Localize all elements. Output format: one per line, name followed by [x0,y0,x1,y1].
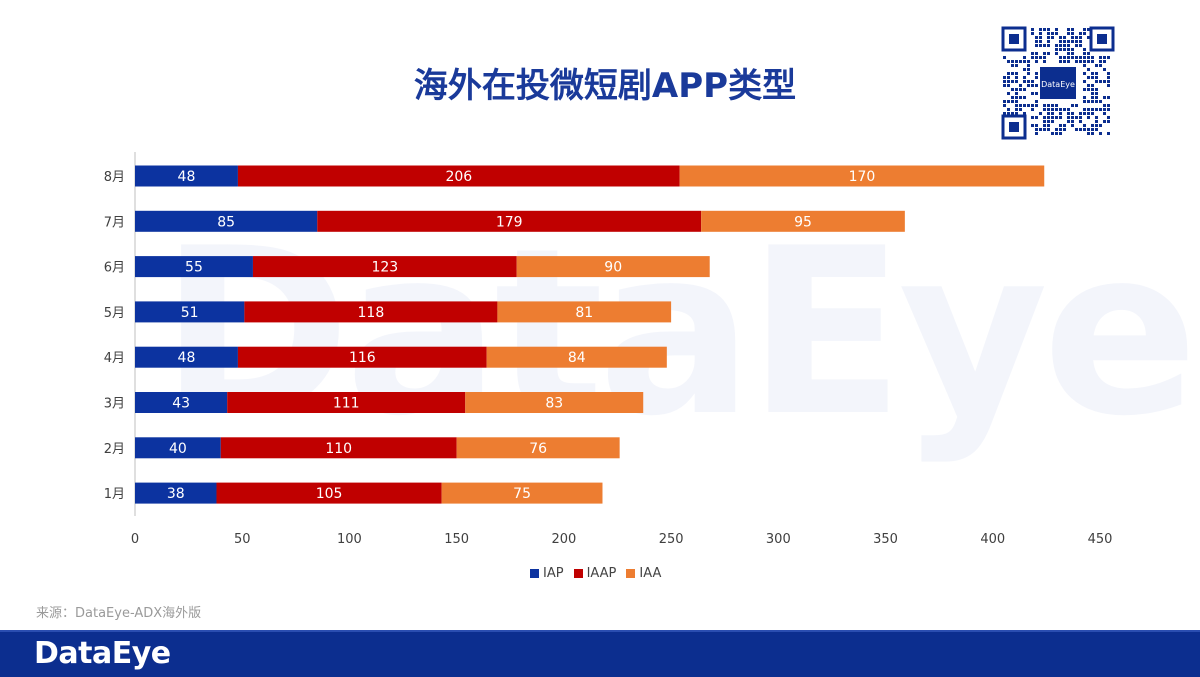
data-label-iap: 48 [178,350,196,366]
legend-label-iaap: IAAP [586,566,617,581]
legend-swatch-iaap [573,569,583,578]
data-label-iap: 51 [181,305,199,321]
bar-iap [135,210,318,232]
data-label-iaa: 84 [568,350,586,366]
legend: IAP IAAP IAA [530,566,661,581]
legend-swatch-iaa [626,569,636,578]
data-label-iaa: 76 [529,441,547,457]
bar-iaa [701,210,905,232]
bar-iaap [220,437,457,459]
bar-iaap [216,482,442,504]
x-tick-label: 150 [444,532,469,547]
category-label: 3月 [104,397,125,412]
data-label-iaa: 90 [604,260,622,276]
data-label-iap: 40 [169,441,187,457]
chart-title: 海外在投微短剧APP类型 [413,66,797,106]
qr-code: DataEye [1000,25,1116,141]
data-label-iaap: 118 [358,305,385,321]
bar-iaap [227,392,466,413]
footer-logo: DataEye [34,636,171,671]
x-tick-label: 200 [551,532,576,547]
bar-iaap [237,165,680,187]
bar-iap [135,256,253,278]
bar-iap [135,392,228,413]
x-tick-label: 400 [980,532,1005,547]
source-note: 来源：DataEye-ADX海外版 [36,606,202,621]
category-label: 7月 [104,215,125,230]
legend-swatch-iap [530,569,539,578]
category-label: 1月 [104,487,125,502]
bar-iaap [244,301,498,323]
data-label-iaa: 95 [794,214,812,230]
bar-iaa [441,482,603,504]
bar-iaa [486,346,667,368]
data-label-iaap: 110 [325,441,352,457]
data-label-iap: 85 [217,214,235,230]
bar-iap [135,301,245,323]
category-label: 4月 [104,351,125,366]
qr-logo-text: DataEye [1041,80,1075,89]
bar-iaa [679,165,1045,187]
bar-iaa [456,437,620,459]
data-label-iap: 55 [185,260,203,276]
category-label: 5月 [104,306,125,321]
legend-label-iap: IAP [543,566,564,581]
x-tick-label: 350 [873,532,898,547]
data-label-iaa: 83 [545,396,563,412]
x-tick-label: 450 [1088,532,1113,547]
bar-iaap [237,346,487,368]
bar-iaap [317,210,702,232]
bar-iaa [497,301,672,323]
data-label-iaap: 206 [445,169,472,185]
data-label-iaap: 105 [316,486,343,502]
legend-item-iap: IAP [530,566,564,581]
data-label-iap: 43 [172,396,190,412]
data-label-iaap: 123 [371,260,398,276]
footer-bar: DataEye [0,630,1200,677]
data-label-iaap: 179 [496,214,523,230]
category-label: 8月 [104,170,125,185]
x-tick-label: 250 [659,532,684,547]
legend-item-iaap: IAAP [573,566,617,581]
category-label: 2月 [104,442,125,457]
data-label-iaa: 75 [513,486,531,502]
bar-iaa [465,392,644,413]
bar-iaa [516,256,710,278]
x-tick-label: 100 [337,532,362,547]
data-label-iaa: 170 [849,169,876,185]
bar-iap [135,346,238,368]
legend-item-iaa: IAA [626,566,661,581]
bar-iaap [252,256,517,278]
x-tick-label: 50 [234,532,251,547]
category-label: 6月 [104,261,125,276]
stacked-bar-chart: 8月 48 206 170 7月 85 179 95 6月 55 123 90 5月 51 118 81 4月 4… [104,152,1113,547]
bar-iap [135,437,221,459]
data-label-iaa: 81 [575,305,593,321]
data-label-iaap: 111 [333,396,360,412]
x-tick-label: 0 [131,532,139,547]
legend-label-iaa: IAA [639,566,662,581]
data-label-iap: 48 [178,169,196,185]
data-label-iap: 38 [167,486,185,502]
bar-iap [135,165,238,187]
bar-iap [135,482,217,504]
data-label-iaap: 116 [349,350,376,366]
x-tick-label: 300 [766,532,791,547]
